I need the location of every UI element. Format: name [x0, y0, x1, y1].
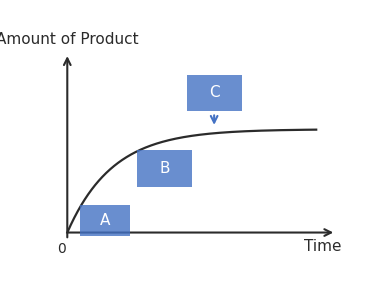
Text: Amount of Product: Amount of Product [0, 32, 139, 47]
Text: B: B [159, 161, 170, 176]
Text: A: A [99, 213, 110, 228]
Bar [80, 205, 130, 236]
Bar [137, 150, 192, 187]
Bar [187, 74, 241, 111]
Text: 0: 0 [57, 242, 66, 256]
Text: Time: Time [304, 239, 341, 254]
Text: C: C [209, 85, 219, 100]
